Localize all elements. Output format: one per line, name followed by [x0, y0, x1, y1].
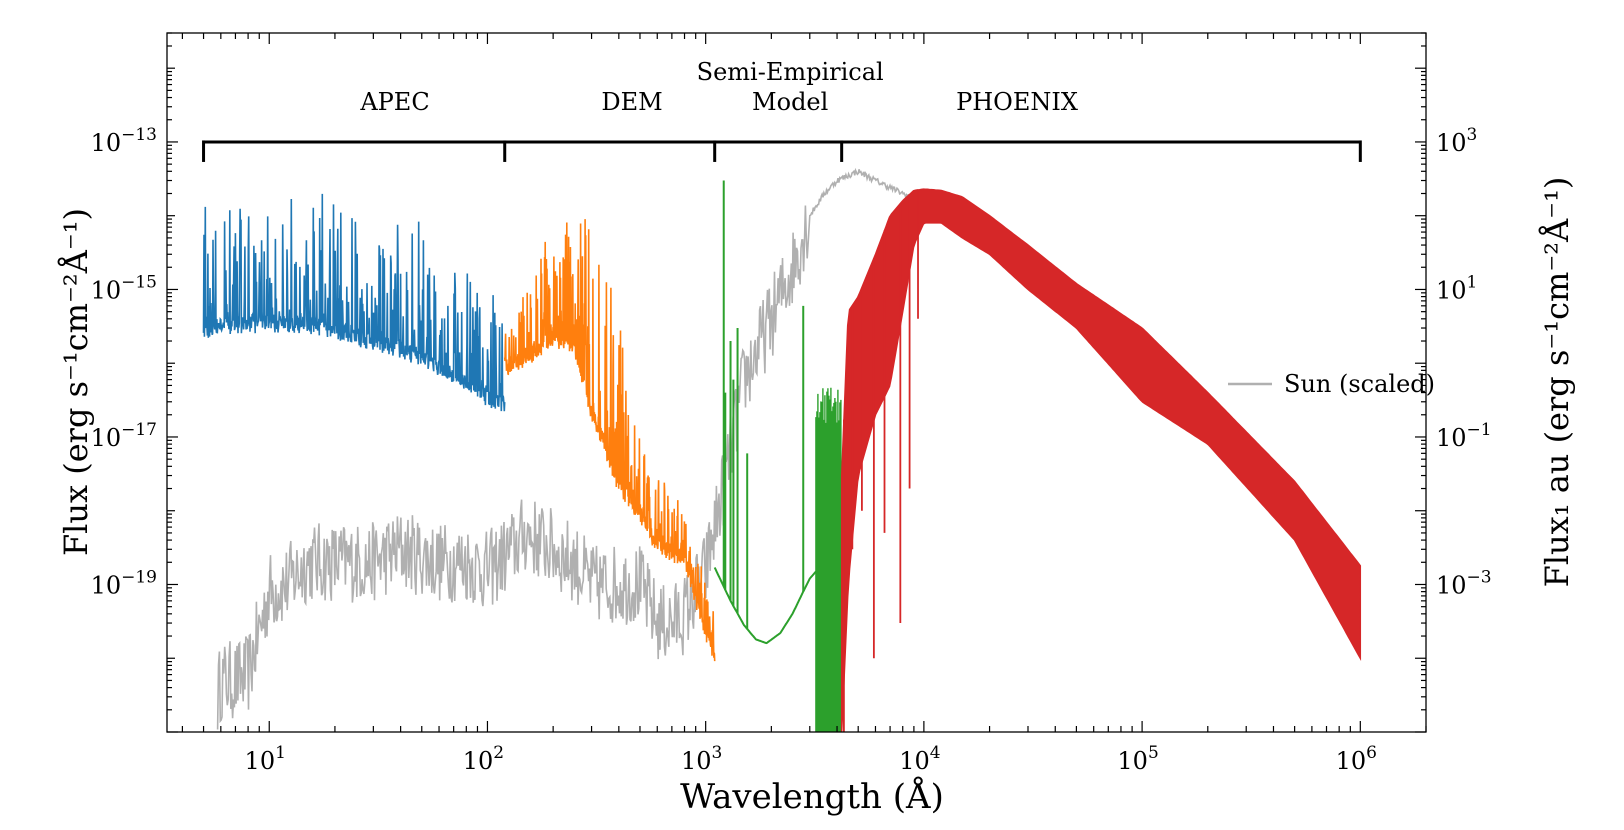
series-sun-scaled-	[216, 167, 1012, 730]
x-axis-label: Wavelength (Å)	[680, 776, 944, 817]
region-phoenix: PHOENIX	[840, 88, 1362, 162]
y-right-tick-label: 10−3	[1436, 567, 1492, 599]
region-dem: DEM	[503, 88, 715, 162]
series-phoenix	[840, 188, 1362, 732]
y-left-tick-label: 10−15	[91, 272, 157, 304]
region-label: PHOENIX	[956, 88, 1078, 116]
phoenix-band	[840, 188, 1362, 732]
x-tick-label: 103	[681, 743, 722, 775]
series-apec	[202, 193, 506, 412]
y-left-tick-label: 10−13	[91, 125, 157, 157]
legend-sun-label: Sun (scaled)	[1284, 370, 1435, 398]
x-tick-label: 105	[1117, 743, 1158, 775]
x-tick-label: 101	[245, 743, 286, 775]
region-apec: APEC	[202, 88, 505, 162]
region-label-line1: Semi-Empirical	[697, 58, 884, 86]
region-label: DEM	[601, 88, 662, 116]
x-tick-label: 104	[899, 743, 940, 775]
y-left-tick-label: 10−19	[91, 567, 157, 599]
y-right-tick-label: 103	[1436, 125, 1477, 157]
y-left-tick-label: 10−17	[91, 420, 157, 452]
x-tick-label: 102	[463, 743, 504, 775]
continuum-line	[713, 567, 817, 645]
axes: 101 102 103 104 105 106 10−13 10−15 10−17 10−19 10…	[91, 32, 1492, 775]
spectrum-line	[202, 193, 506, 412]
region-label-line2: Model	[752, 88, 828, 116]
y-axis-label-left: Flux (erg s⁻¹cm⁻²Å⁻¹)	[57, 208, 95, 556]
region-label: APEC	[359, 88, 429, 116]
series-semi-empirical-model	[713, 180, 842, 732]
y-right-tick-label: 101	[1436, 272, 1477, 304]
y-axis-label-right: Flux₁ au (erg s⁻¹cm⁻²Å⁻¹)	[1538, 177, 1576, 588]
plot-frame	[166, 32, 1427, 733]
spectrum-line	[503, 219, 716, 662]
x-tick-label: 106	[1336, 743, 1377, 775]
series-dem	[503, 219, 716, 662]
y-right-tick-label: 10−1	[1436, 420, 1492, 452]
legend: Sun (scaled)	[1228, 370, 1435, 398]
series-layer	[202, 167, 1362, 732]
sun-spectrum-line	[216, 167, 1012, 730]
